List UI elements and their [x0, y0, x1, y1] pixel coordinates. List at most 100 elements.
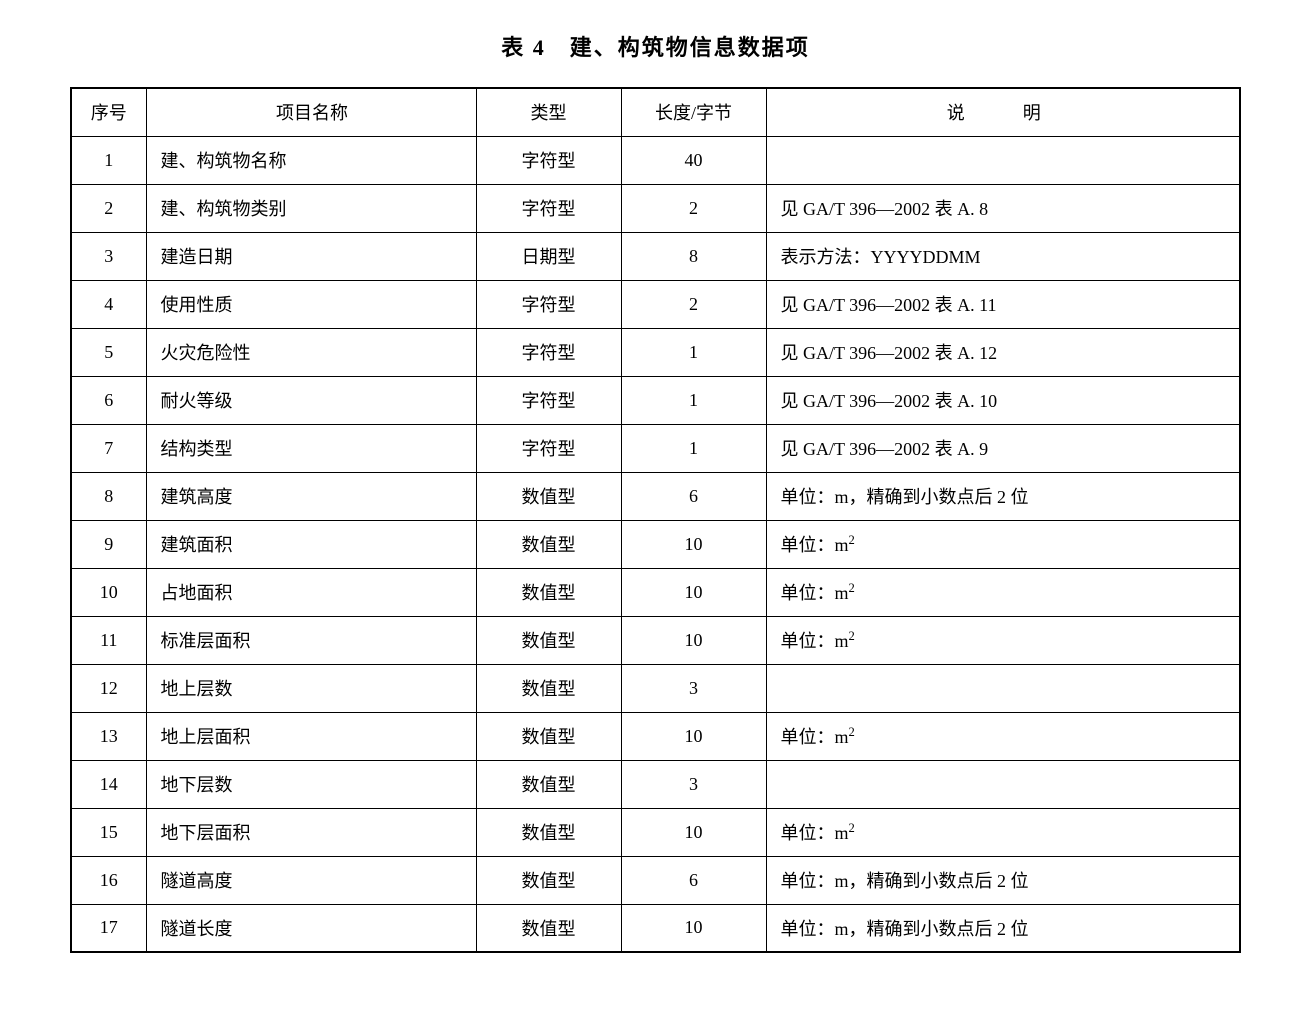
- cell-desc: 单位：m，精确到小数点后 2 位: [766, 856, 1240, 904]
- cell-desc: 单位：m，精确到小数点后 2 位: [766, 904, 1240, 952]
- cell-desc: 见 GA/T 396—2002 表 A. 10: [766, 376, 1240, 424]
- table-body: 1建、构筑物名称字符型402建、构筑物类别字符型2见 GA/T 396—2002…: [71, 136, 1240, 952]
- cell-seq: 5: [71, 328, 146, 376]
- cell-seq: 4: [71, 280, 146, 328]
- header-desc: 说 明: [766, 88, 1240, 136]
- cell-desc: 单位：m2: [766, 616, 1240, 664]
- cell-type: 数值型: [476, 808, 621, 856]
- cell-type: 数值型: [476, 568, 621, 616]
- table-row: 1建、构筑物名称字符型40: [71, 136, 1240, 184]
- table-row: 15地下层面积数值型10单位：m2: [71, 808, 1240, 856]
- table-row: 12地上层数数值型3: [71, 664, 1240, 712]
- cell-type: 字符型: [476, 136, 621, 184]
- cell-desc: 单位：m2: [766, 568, 1240, 616]
- cell-type: 数值型: [476, 856, 621, 904]
- cell-seq: 11: [71, 616, 146, 664]
- header-seq: 序号: [71, 88, 146, 136]
- cell-type: 字符型: [476, 280, 621, 328]
- cell-name: 隧道长度: [146, 904, 476, 952]
- cell-length: 1: [621, 328, 766, 376]
- cell-name: 地上层面积: [146, 712, 476, 760]
- cell-length: 10: [621, 568, 766, 616]
- table-row: 8建筑高度数值型6单位：m，精确到小数点后 2 位: [71, 472, 1240, 520]
- cell-length: 10: [621, 904, 766, 952]
- cell-type: 数值型: [476, 520, 621, 568]
- cell-type: 数值型: [476, 472, 621, 520]
- cell-seq: 16: [71, 856, 146, 904]
- header-type: 类型: [476, 88, 621, 136]
- cell-length: 10: [621, 520, 766, 568]
- cell-seq: 17: [71, 904, 146, 952]
- cell-name: 隧道高度: [146, 856, 476, 904]
- cell-type: 数值型: [476, 760, 621, 808]
- table-row: 5火灾危险性字符型1见 GA/T 396—2002 表 A. 12: [71, 328, 1240, 376]
- cell-length: 3: [621, 664, 766, 712]
- cell-name: 建造日期: [146, 232, 476, 280]
- cell-seq: 2: [71, 184, 146, 232]
- cell-type: 数值型: [476, 664, 621, 712]
- cell-seq: 12: [71, 664, 146, 712]
- cell-name: 耐火等级: [146, 376, 476, 424]
- cell-desc: 单位：m，精确到小数点后 2 位: [766, 472, 1240, 520]
- table-row: 17隧道长度数值型10单位：m，精确到小数点后 2 位: [71, 904, 1240, 952]
- cell-desc: [766, 136, 1240, 184]
- cell-type: 数值型: [476, 712, 621, 760]
- cell-desc: 见 GA/T 396—2002 表 A. 8: [766, 184, 1240, 232]
- cell-desc: 见 GA/T 396—2002 表 A. 12: [766, 328, 1240, 376]
- cell-seq: 13: [71, 712, 146, 760]
- cell-name: 建、构筑物名称: [146, 136, 476, 184]
- cell-seq: 8: [71, 472, 146, 520]
- cell-seq: 14: [71, 760, 146, 808]
- table-row: 11标准层面积数值型10单位：m2: [71, 616, 1240, 664]
- table-row: 13地上层面积数值型10单位：m2: [71, 712, 1240, 760]
- table-title: 表 4 建、构筑物信息数据项: [70, 30, 1241, 62]
- cell-name: 地下层面积: [146, 808, 476, 856]
- cell-desc: [766, 760, 1240, 808]
- header-length: 长度/字节: [621, 88, 766, 136]
- cell-type: 字符型: [476, 184, 621, 232]
- cell-name: 火灾危险性: [146, 328, 476, 376]
- cell-type: 数值型: [476, 616, 621, 664]
- cell-name: 使用性质: [146, 280, 476, 328]
- table-row: 6耐火等级字符型1见 GA/T 396—2002 表 A. 10: [71, 376, 1240, 424]
- table-row: 2建、构筑物类别字符型2见 GA/T 396—2002 表 A. 8: [71, 184, 1240, 232]
- cell-length: 6: [621, 856, 766, 904]
- cell-length: 8: [621, 232, 766, 280]
- cell-type: 数值型: [476, 904, 621, 952]
- table-header: 序号 项目名称 类型 长度/字节 说 明: [71, 88, 1240, 136]
- cell-seq: 9: [71, 520, 146, 568]
- cell-name: 建筑高度: [146, 472, 476, 520]
- cell-length: 10: [621, 616, 766, 664]
- cell-length: 2: [621, 184, 766, 232]
- cell-type: 字符型: [476, 424, 621, 472]
- header-row: 序号 项目名称 类型 长度/字节 说 明: [71, 88, 1240, 136]
- cell-seq: 1: [71, 136, 146, 184]
- cell-type: 字符型: [476, 328, 621, 376]
- cell-length: 1: [621, 376, 766, 424]
- cell-seq: 3: [71, 232, 146, 280]
- table-row: 3建造日期日期型8表示方法：YYYYDDMM: [71, 232, 1240, 280]
- cell-type: 日期型: [476, 232, 621, 280]
- table-row: 14地下层数数值型3: [71, 760, 1240, 808]
- cell-name: 占地面积: [146, 568, 476, 616]
- cell-type: 字符型: [476, 376, 621, 424]
- table-row: 7结构类型字符型1见 GA/T 396—2002 表 A. 9: [71, 424, 1240, 472]
- cell-name: 地下层数: [146, 760, 476, 808]
- cell-name: 结构类型: [146, 424, 476, 472]
- cell-length: 3: [621, 760, 766, 808]
- cell-seq: 6: [71, 376, 146, 424]
- cell-desc: 表示方法：YYYYDDMM: [766, 232, 1240, 280]
- table-row: 4使用性质字符型2见 GA/T 396—2002 表 A. 11: [71, 280, 1240, 328]
- cell-desc: 见 GA/T 396—2002 表 A. 11: [766, 280, 1240, 328]
- cell-name: 标准层面积: [146, 616, 476, 664]
- cell-name: 建、构筑物类别: [146, 184, 476, 232]
- cell-seq: 10: [71, 568, 146, 616]
- cell-length: 1: [621, 424, 766, 472]
- cell-length: 10: [621, 712, 766, 760]
- cell-name: 建筑面积: [146, 520, 476, 568]
- cell-name: 地上层数: [146, 664, 476, 712]
- cell-length: 40: [621, 136, 766, 184]
- cell-desc: 见 GA/T 396—2002 表 A. 9: [766, 424, 1240, 472]
- cell-seq: 7: [71, 424, 146, 472]
- cell-seq: 15: [71, 808, 146, 856]
